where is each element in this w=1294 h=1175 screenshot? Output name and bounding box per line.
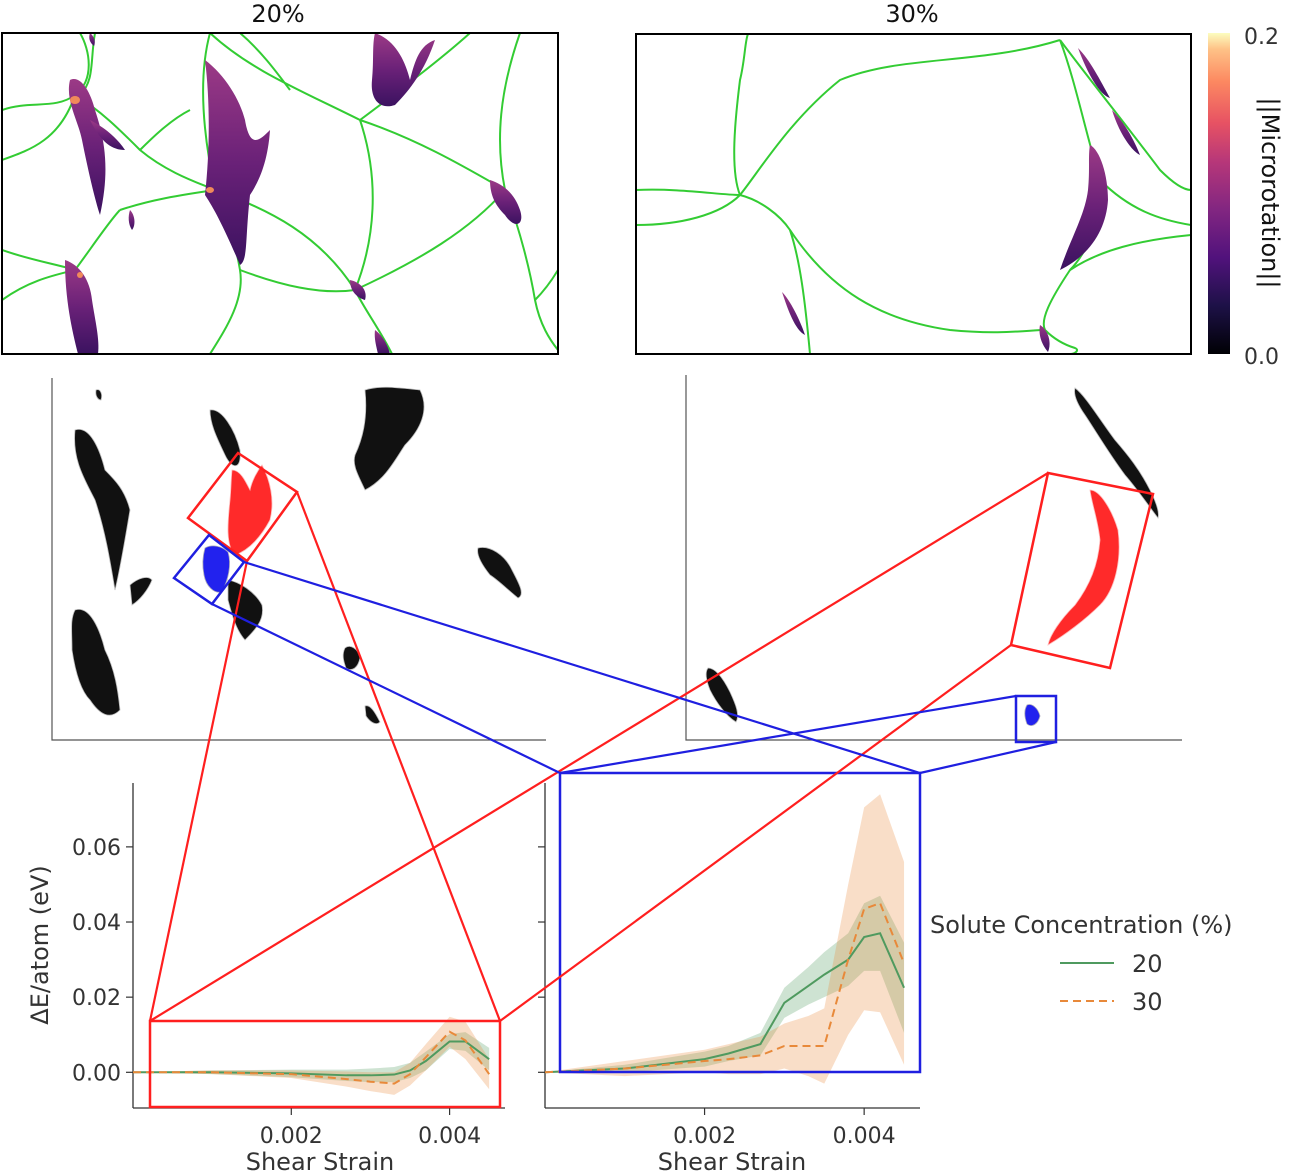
- c2-x-tick-label-0: 0.002: [673, 1124, 736, 1149]
- blue-zoom-box: [558, 771, 922, 1074]
- c1-x-tick-label-0: 0.002: [260, 1124, 323, 1149]
- energy-chart-blue-cluster: 0.002 0.004 Shear Strain: [538, 783, 920, 1175]
- map-20-frame: [1, 32, 559, 355]
- legend: Solute Concentration (%) 20 30: [930, 911, 1233, 1016]
- c1-y-tick-label-1: 0.02: [72, 986, 121, 1011]
- c1-band-30: [133, 1016, 490, 1095]
- c1-band-20: [133, 1032, 490, 1083]
- colorbar: 0.2 0.0 ||Microrotation||: [1208, 25, 1284, 370]
- chart1-x-label: Shear Strain: [246, 1148, 395, 1175]
- c1-x-tick-label-1: 0.004: [418, 1124, 481, 1149]
- cluster-panel-30: [685, 375, 1182, 744]
- red-connector-1: [148, 560, 249, 1022]
- red-highlight-box-30: [1009, 471, 1155, 670]
- c2-band-30: [545, 794, 905, 1084]
- red-connector-3: [149, 472, 1049, 1022]
- black-clusters-20: [71, 386, 522, 724]
- c2-line-30: [545, 901, 905, 1074]
- red-connector-2: [295, 491, 502, 1022]
- colorbar-max-label: 0.2: [1244, 25, 1279, 50]
- map-30-title: 30%: [885, 0, 938, 28]
- colorbar-label: ||Microrotation||: [1256, 97, 1284, 288]
- legend-label-30: 30: [1132, 988, 1163, 1016]
- c2-x-tick-label-1: 0.004: [833, 1124, 896, 1149]
- c1-y-tick-label-2: 0.04: [72, 911, 121, 936]
- microrotation-map-30: [636, 34, 1191, 354]
- blue-connector-3: [559, 694, 1017, 775]
- blue-cluster-30: [1024, 704, 1041, 726]
- microrotation-clusters-30: [782, 48, 1140, 352]
- colorbar-gradient: [1208, 33, 1230, 354]
- blue-highlight-box-30: [1014, 694, 1058, 744]
- cluster-panel-20-axes: [51, 378, 546, 741]
- map-20-title: 20%: [251, 0, 304, 28]
- colorbar-min-label: 0.0: [1244, 345, 1279, 370]
- zoom-connectors: [148, 472, 1057, 1022]
- red-zoom-box: [148, 1019, 502, 1109]
- c1-line-30: [133, 1030, 490, 1085]
- c2-line-20: [545, 932, 905, 1074]
- black-clusters-30: [705, 387, 1159, 723]
- microrotation-clusters-20: [65, 33, 522, 354]
- red-connector-4: [499, 644, 1012, 1022]
- c2-band-20: [545, 895, 905, 1073]
- chart1-y-label: ΔE/atom (eV): [26, 865, 54, 1024]
- cluster-panel-20: [51, 378, 546, 741]
- blue-connector-1: [243, 560, 921, 775]
- microrotation-map-20: [2, 33, 558, 354]
- blue-connector-4: [919, 740, 1057, 775]
- hot-spots-20: [70, 96, 214, 278]
- c1-y-tick-label-0: 0.00: [72, 1061, 121, 1086]
- chart2-x-label: Shear Strain: [658, 1148, 807, 1175]
- legend-title: Solute Concentration (%): [930, 911, 1233, 939]
- map-30-frame: [635, 33, 1192, 355]
- blue-connector-2: [211, 603, 561, 774]
- red-cluster-20: [227, 464, 273, 556]
- legend-label-20: 20: [1132, 950, 1163, 978]
- c1-y-tick-label-3: 0.06: [72, 836, 121, 861]
- red-cluster-30: [1047, 489, 1120, 646]
